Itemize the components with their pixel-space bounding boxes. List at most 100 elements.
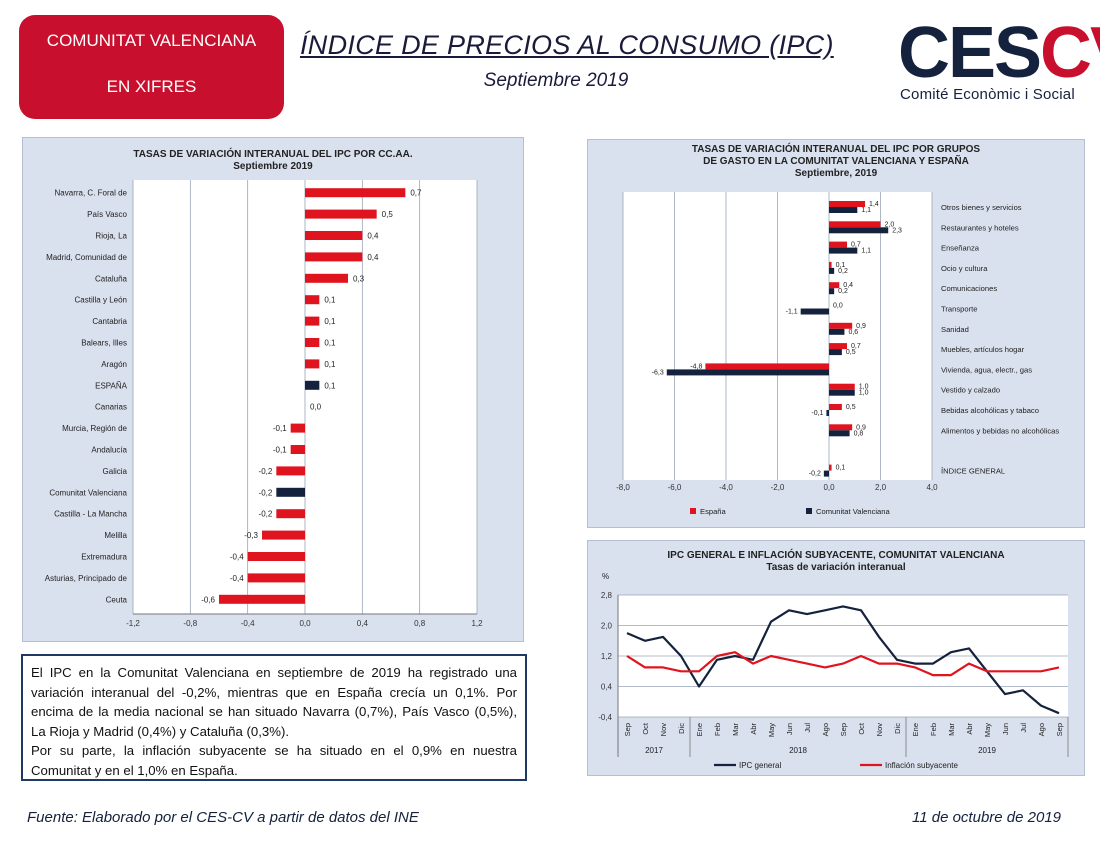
x-tick-label: Abr xyxy=(749,722,758,734)
y-tick-label: 2,0 xyxy=(601,622,613,631)
bar-cv xyxy=(829,288,835,295)
bar xyxy=(247,573,305,583)
value-label: 0,5 xyxy=(382,210,394,219)
bar xyxy=(290,423,305,433)
footer-date: 11 de octubre de 2019 xyxy=(912,809,1062,826)
summary-text-box: El IPC en la Comunitat Valenciana en sep… xyxy=(21,654,527,781)
bar-cv xyxy=(829,389,855,396)
x-tick-label: -2,0 xyxy=(771,483,785,492)
x-tick-label: 0,0 xyxy=(823,483,835,492)
category-label: Galicia xyxy=(103,467,128,476)
x-tick-label: May xyxy=(767,723,776,737)
category-label: ESPAÑA xyxy=(95,381,128,390)
ccaa-bar-chart: -1,2 -0,8 -0,4 0,0 0,4 0,8 1,2 Navarra, C. Fora… xyxy=(45,180,483,628)
x-tick-label: Jul xyxy=(1019,723,1028,733)
x-tick-label: Ene xyxy=(695,723,704,736)
value-label: 0,3 xyxy=(353,274,365,283)
ccaa-chart-panel: TASAS DE VARIACIÓN INTERANUAL DEL IPC PO… xyxy=(22,137,524,642)
bar-cv xyxy=(800,308,829,315)
value-label: 0,1 xyxy=(324,317,336,326)
bar-cv xyxy=(826,410,829,416)
category-label: Castilla y León xyxy=(75,296,127,305)
badge-line-2: EN XIFRES xyxy=(106,77,197,96)
summary-paragraph-2: Por su parte, la inflación subyacente se… xyxy=(31,743,517,778)
x-tick-label: -1,2 xyxy=(126,619,140,628)
bar xyxy=(276,466,305,476)
value-label: 0,5 xyxy=(846,349,856,356)
category-label: Cataluña xyxy=(95,274,128,283)
logo-text-dark: CES xyxy=(898,13,1042,93)
value-label: 0,4 xyxy=(367,253,379,262)
value-label: -0,2 xyxy=(809,471,821,478)
inflation-chart-title: IPC GENERAL E INFLACIÓN SUBYACENTE, COMU… xyxy=(667,550,1005,561)
category-label: Murcia, Región de xyxy=(62,424,127,433)
value-label: 1,1 xyxy=(861,248,871,255)
year-label: 2018 xyxy=(789,746,807,755)
series-line-inflacion-subyacente xyxy=(626,651,1060,677)
value-label: 0,5 xyxy=(846,404,856,411)
bar-espana xyxy=(829,322,853,329)
value-label: -0,1 xyxy=(273,446,287,455)
category-label: Restaurantes y hoteles xyxy=(941,223,1019,232)
category-label: Otros bienes y servicios xyxy=(941,203,1022,212)
y-tick-label: 2,8 xyxy=(601,591,613,600)
inflation-chart-panel: IPC GENERAL E INFLACIÓN SUBYACENTE, COMU… xyxy=(587,540,1085,776)
x-tick-label: Sep xyxy=(623,723,632,736)
category-label: Transporte xyxy=(941,305,977,314)
bar-cv xyxy=(829,207,858,213)
x-tick-label: Oct xyxy=(641,722,650,735)
bar-espana xyxy=(829,464,832,471)
category-label: País Vasco xyxy=(87,210,127,219)
bar-espana xyxy=(829,404,842,410)
ccaa-chart-subtitle: Septiembre 2019 xyxy=(233,161,313,172)
legend-label-subyacente: Inflación subyacente xyxy=(885,761,958,770)
value-label: -1,1 xyxy=(786,309,798,316)
value-label: -0,4 xyxy=(230,553,244,562)
bar-espana xyxy=(829,424,853,431)
ccaa-chart-title: TASAS DE VARIACIÓN INTERANUAL DEL IPC PO… xyxy=(133,149,413,160)
logo-text-red: CV xyxy=(1040,13,1100,93)
value-label: -0,2 xyxy=(259,510,273,519)
value-label: 0,4 xyxy=(843,282,853,289)
x-tick-label: Mar xyxy=(731,723,740,736)
category-label: Rioja, La xyxy=(95,232,127,241)
category-label: Enseñanza xyxy=(941,244,980,253)
year-label: 2019 xyxy=(978,746,996,755)
value-label: -6,3 xyxy=(652,369,664,376)
x-tick-label: 0,8 xyxy=(414,619,426,628)
groups-chart-title-3: Septiembre, 2019 xyxy=(794,168,878,179)
summary-paragraph-1: El IPC en la Comunitat Valenciana en sep… xyxy=(31,665,517,739)
category-label: Melilla xyxy=(104,531,127,540)
category-label: Extremadura xyxy=(81,553,127,562)
value-label: 0,9 xyxy=(856,424,866,431)
bar xyxy=(305,252,363,262)
category-label: Andalucía xyxy=(91,446,127,455)
header-badge: COMUNITAT VALENCIANA EN XIFRES xyxy=(19,15,284,119)
bar xyxy=(305,273,348,283)
x-tick-label: 2,0 xyxy=(875,483,887,492)
category-label: Comunitat Valenciana xyxy=(49,488,127,497)
bar-espana xyxy=(829,201,866,207)
bar xyxy=(305,316,320,326)
value-label: 0,6 xyxy=(848,329,858,336)
category-label: Comunicaciones xyxy=(941,284,997,293)
x-tick-label: Ago xyxy=(821,723,830,736)
x-tick-label: Feb xyxy=(929,723,938,736)
category-label: Canarias xyxy=(95,403,127,412)
x-tick-label: 0,4 xyxy=(357,619,369,628)
bar xyxy=(290,445,305,454)
x-tick-label: Dic xyxy=(677,723,686,734)
value-label: 0,1 xyxy=(836,465,846,472)
x-tick-label: 4,0 xyxy=(926,483,938,492)
bar xyxy=(276,487,305,497)
category-label: Navarra, C. Foral de xyxy=(55,189,128,198)
legend-label-espana: España xyxy=(700,507,727,516)
inflation-chart-subtitle: Tasas de variación interanual xyxy=(766,562,906,573)
value-label: 0,1 xyxy=(836,262,846,269)
legend-label-ipc: IPC general xyxy=(739,761,781,770)
value-label: 0,7 xyxy=(410,189,422,198)
value-label: -0,3 xyxy=(244,531,258,540)
value-label: 2,0 xyxy=(885,221,895,228)
y-tick-label: 0,4 xyxy=(601,683,613,692)
page-subtitle: Septiembre 2019 xyxy=(483,70,629,91)
